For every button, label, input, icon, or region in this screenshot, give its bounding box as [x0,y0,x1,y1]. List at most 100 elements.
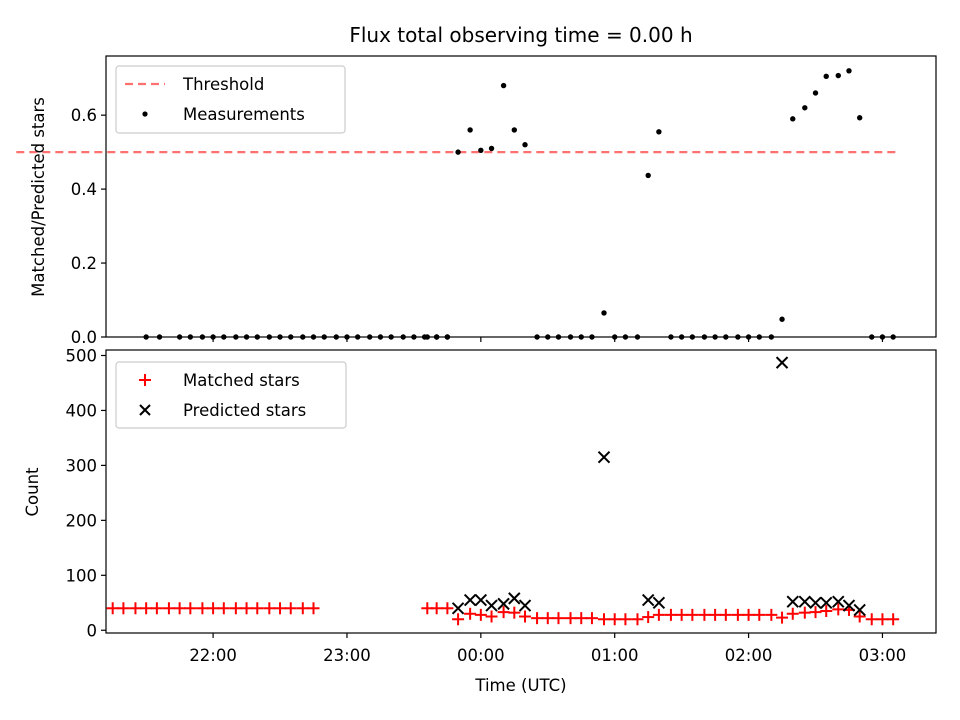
matched-star-point [251,602,264,615]
matched-star-point [631,613,644,626]
top-y-tick-label: 0.4 [71,180,97,199]
matched-star-point [307,602,320,615]
matched-star-point [284,602,297,615]
matched-star-point [564,612,577,625]
matched-star-point [853,610,866,623]
bottom-legend: Matched stars Predicted stars [115,361,347,429]
matched-star-point [664,608,677,621]
measurement-point [511,127,518,133]
matched-star-point [274,602,287,615]
matched-star-point [598,613,610,626]
top-y-tick-label: 0.2 [71,254,97,273]
predicted-star-point [485,599,498,612]
predicted-star-point [786,595,799,608]
matched-star-point [575,612,588,625]
measurement-point [645,172,651,179]
matched-star-point [652,608,665,621]
top-axes-frame [105,55,937,338]
matched-star-point [642,611,655,624]
matched-star-point [519,610,532,623]
matched-star-point [832,603,845,616]
matched-star-point [296,602,309,615]
measurement-point [856,115,863,121]
measurement-point [467,127,473,133]
matched-star-point [541,612,554,625]
matched-star-point [820,605,833,618]
matched-star-point [719,608,732,621]
predicted-star-point [832,595,845,608]
matched-star-point [619,613,632,626]
top-x-ticks [212,337,884,342]
legend-matched-swatch [139,374,151,386]
bottom-y-tick-label: 400 [66,401,98,420]
matched-star-point [497,606,510,619]
matched-star-point [441,602,454,615]
bottom-x-tick-label: 23:00 [323,646,371,665]
predicted-star-point [798,595,812,608]
matched-star-point [474,608,487,621]
legend-predicted-swatch [139,404,151,416]
matched-star-point [798,606,811,619]
matched-star-point [263,602,276,615]
measurement-point [823,73,829,80]
bottom-x-tick-label: 00:00 [457,646,505,665]
matched-star-point [608,613,621,626]
measurement-point [522,142,528,148]
legend-matched-label: Matched stars [183,371,300,390]
top-plot-marks [16,68,900,340]
legend-predicted-label: Predicted stars [183,401,306,420]
top-y-axis-label: Matched/Predicted stars [29,97,48,297]
matched-star-point [552,612,565,625]
bottom-legend-box [115,361,347,429]
matched-star-point [485,610,498,623]
matched-star-point [464,607,477,620]
matched-star-point [698,608,711,621]
measurement-point [779,316,785,322]
predicted-star-point [518,599,532,612]
matched-star-point [686,608,699,621]
matched-star-point [742,608,755,621]
matched-star-point [217,602,230,615]
matched-star-point [786,607,799,620]
predicted-star-point [641,593,655,607]
bottom-x-tick-label: 03:00 [859,646,907,665]
measurement-point [790,116,796,122]
legend-measurements-swatch [142,111,148,117]
matched-star-point [865,613,878,626]
top-axes: 0.0 0.2 0.4 0.6 Matched/Predicted stars Thr… [16,55,937,347]
matched-star-point [508,606,521,619]
predicted-star-point [497,597,510,611]
matched-star-point [117,602,130,615]
bottom-x-tick-label: 22:00 [189,646,237,665]
predicted-star-point [451,602,465,615]
matched-star-point [585,612,598,625]
bottom-y-tick-label: 500 [66,346,98,365]
matched-star-point [709,608,722,621]
matched-star-point [753,608,766,621]
matched-star-point [240,602,253,615]
bottom-y-ticks: 0 100 200 300 400 500 [66,346,106,640]
predicted-star-point [853,603,866,617]
measurement-point [601,310,607,316]
matched-star-point [184,602,197,615]
matched-star-point [106,602,119,615]
bottom-x-tick-label: 01:00 [591,646,639,665]
matched-star-point [196,602,209,615]
top-legend-box [115,65,346,134]
measurement-point [835,72,841,79]
predicted-star-point [474,593,488,607]
measurement-point [488,145,495,152]
matched-star-point [452,613,465,626]
bottom-x-tick-label: 02:00 [725,646,773,665]
measurement-point [846,68,852,74]
top-y-tick-label: 0.6 [71,106,97,125]
matched-star-point [531,612,544,625]
legend-threshold-label: Threshold [182,75,264,94]
predicted-star-point [508,592,521,605]
matched-star-point [150,602,163,615]
measurement-point [656,129,662,135]
matched-star-point [173,602,186,615]
bottom-axes: 0 100 200 300 400 500 22:00 23:00 00:00 01:00 02:… [23,346,937,695]
predicted-star-point [463,593,477,607]
